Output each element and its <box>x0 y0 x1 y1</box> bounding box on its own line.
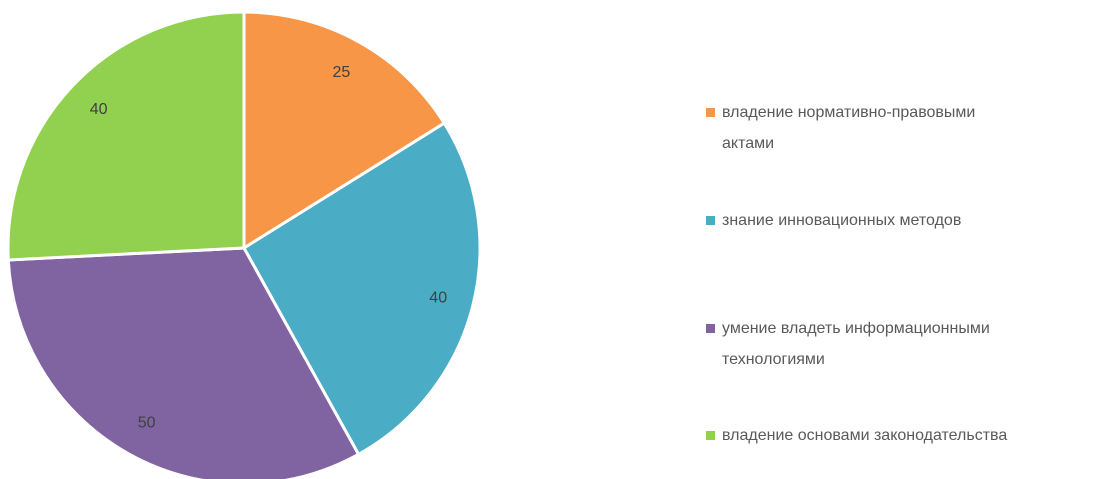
pie-slice <box>6 10 246 262</box>
pie-slice <box>242 10 447 251</box>
data-label: 50 <box>138 415 156 432</box>
legend-label: владение основами законодательства <box>722 427 1008 444</box>
data-label: 25 <box>332 64 350 81</box>
legend-label: знание инновационных методов <box>722 212 962 229</box>
legend-item: владение нормативно-правовыми актами <box>706 97 1022 159</box>
pie: 25 40 50 40 <box>6 10 482 479</box>
legend-swatch <box>706 216 715 225</box>
legend-item: владение основами законодательства <box>706 420 1116 451</box>
legend-item: умение владеть информационными технологи… <box>706 313 1022 375</box>
legend-swatch <box>706 431 715 440</box>
pie-slice <box>241 121 482 457</box>
legend: владение нормативно-правовыми актами знан… <box>706 0 1106 479</box>
data-label: 40 <box>90 101 108 118</box>
pie-slice <box>6 246 361 479</box>
data-label: 40 <box>429 289 447 306</box>
legend-item: знание инновационных методов <box>706 205 1022 236</box>
legend-swatch <box>706 324 715 333</box>
legend-label: умение владеть информационными технологи… <box>722 320 990 368</box>
legend-swatch <box>706 108 715 117</box>
legend-label: владение нормативно-правовыми актами <box>722 104 976 152</box>
